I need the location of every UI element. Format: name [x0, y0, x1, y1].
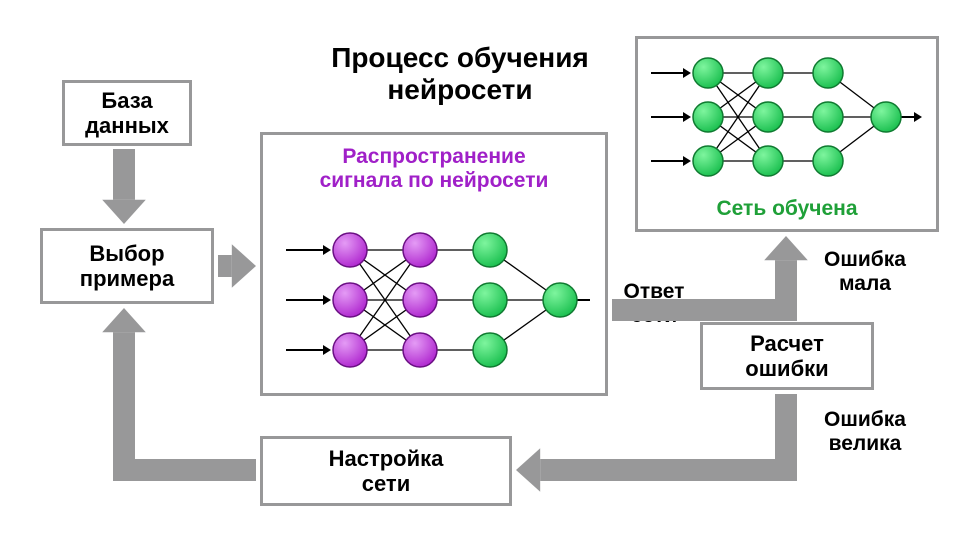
nn-main	[280, 220, 590, 380]
title-line1: Процесс обучения	[331, 42, 589, 73]
propagation-title: Распространение сигнала по нейросети	[320, 145, 549, 193]
label-error-small: Ошибка мала	[810, 248, 920, 296]
propagation-title-l1: Распространение	[342, 145, 525, 168]
label-answer-l1: Ответ	[624, 280, 685, 303]
propagation-title-l2: сигнала по нейросети	[320, 169, 549, 192]
label-err-big-l2: велика	[829, 432, 902, 455]
diagram-title: Процесс обучения нейросети	[300, 42, 620, 106]
box-database: Базаданных	[62, 80, 192, 146]
box-sample: Выборпримера	[40, 228, 214, 304]
label-err-small-l2: мала	[839, 272, 891, 295]
label-err-small-l1: Ошибка	[824, 248, 906, 271]
box-error: Расчетошибки	[700, 322, 874, 390]
label-answer: Ответ сети	[614, 280, 694, 328]
box-tune: Настройкасети	[260, 436, 512, 506]
label-err-big-l1: Ошибка	[824, 408, 906, 431]
trained-title: Сеть обучена	[716, 197, 857, 221]
label-answer-l2: сети	[631, 304, 677, 327]
label-error-big: Ошибка велика	[810, 408, 920, 456]
nn-trained	[650, 45, 930, 195]
title-line2: нейросети	[387, 74, 532, 105]
